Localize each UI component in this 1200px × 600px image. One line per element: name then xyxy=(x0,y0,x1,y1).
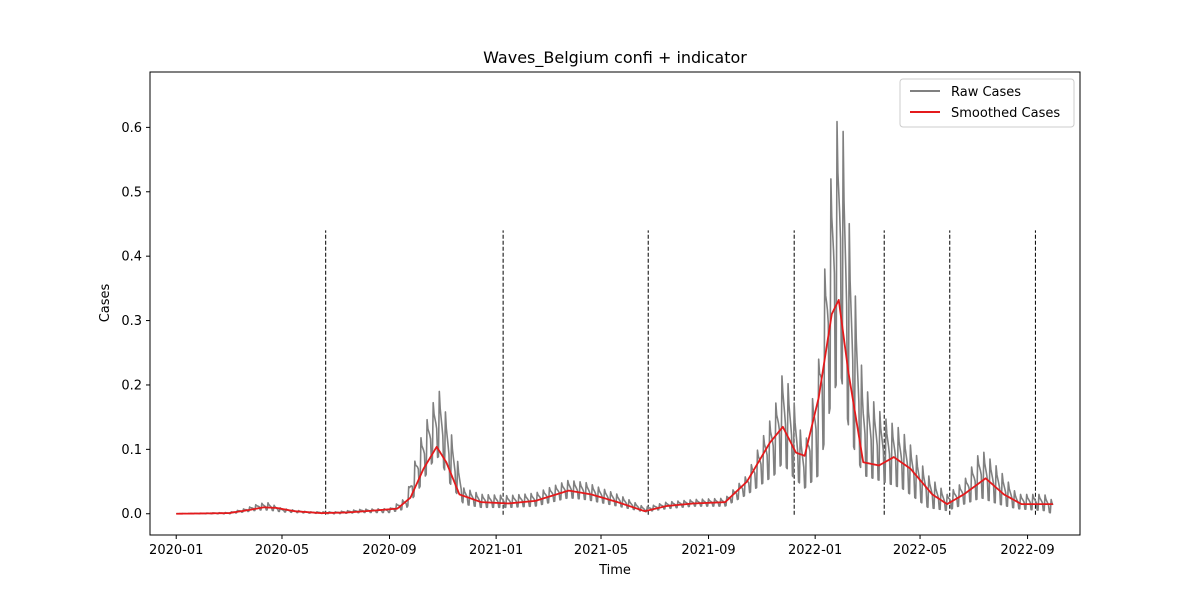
x-tick-label: 2022-09 xyxy=(1000,543,1054,558)
x-tick-label: 2020-09 xyxy=(362,543,416,558)
y-tick-label: 0.2 xyxy=(121,378,142,393)
y-tick-label: 0.1 xyxy=(121,443,142,458)
x-axis-label: Time xyxy=(598,563,631,578)
legend-label-smoothed-cases: Smoothed Cases xyxy=(951,106,1060,121)
x-axis: 2020-01 2020-05 2020-09 2021-01 2021-05 2021-… xyxy=(149,535,1055,558)
x-tick-label: 2020-01 xyxy=(149,543,203,558)
y-tick-label: 0.3 xyxy=(121,314,142,329)
y-axis: 0.0 0.1 0.2 0.3 0.4 0.5 0.6 xyxy=(121,121,150,522)
legend: Raw Cases Smoothed Cases xyxy=(899,78,1075,128)
y-tick-label: 0.0 xyxy=(121,507,142,522)
indicator-lines xyxy=(325,230,1036,515)
y-axis-label: Cases xyxy=(98,283,113,322)
y-tick-label: 0.4 xyxy=(121,250,142,265)
chart-title: Waves_Belgium confi + indicator xyxy=(483,48,747,68)
smoothed-cases-series xyxy=(176,299,1053,515)
legend-label-raw-cases: Raw Cases xyxy=(951,85,1021,100)
x-tick-label: 2021-05 xyxy=(574,543,628,558)
x-tick-label: 2020-05 xyxy=(255,543,309,558)
legend-box xyxy=(899,78,1075,128)
x-tick-label: 2022-01 xyxy=(788,543,842,558)
x-tick-label: 2021-09 xyxy=(681,543,735,558)
x-tick-label: 2022-05 xyxy=(893,543,947,558)
y-tick-label: 0.5 xyxy=(121,185,142,200)
x-tick-label: 2021-01 xyxy=(469,543,523,558)
y-tick-label: 0.6 xyxy=(121,121,142,136)
smoothed-cases-line xyxy=(176,299,1053,515)
plot-frame xyxy=(149,71,1081,536)
